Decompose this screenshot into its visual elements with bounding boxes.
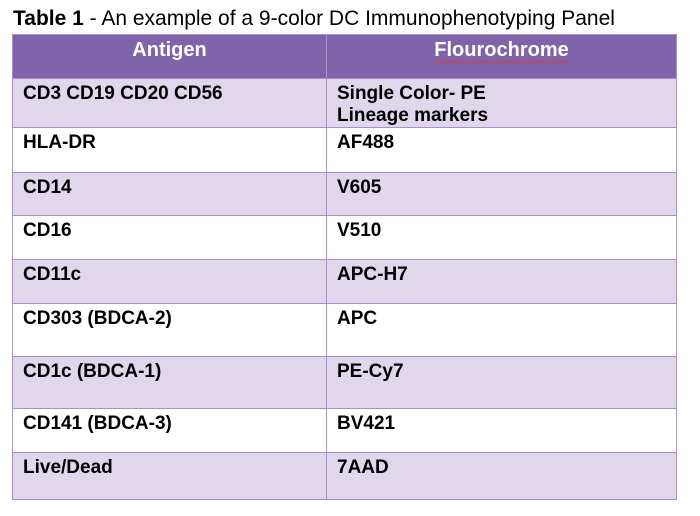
table-row: CD3 CD19 CD20 CD56 Single Color- PE Line… <box>12 78 677 128</box>
table-row: CD141 (BDCA-3) BV421 <box>12 408 677 453</box>
header-fluorochrome-label: Flourochrome <box>434 39 569 61</box>
antigen-text: HLA-DR <box>23 132 96 153</box>
table-row: CD1c (BDCA-1) PE-Cy7 <box>12 356 677 409</box>
fluorochrome-cell: APC-H7 <box>326 259 677 304</box>
table-row: CD16 V510 <box>12 215 677 260</box>
fluorochrome-cell: BV421 <box>326 408 677 453</box>
table-row: CD303 (BDCA-2) APC <box>12 303 677 357</box>
fluorochrome-text: AF488 <box>337 132 395 153</box>
header-fluorochrome: Flourochrome <box>326 34 677 79</box>
antigen-text: CD141 (BDCA-3) <box>23 413 172 434</box>
header-antigen: Antigen <box>12 34 327 79</box>
antigen-text: CD11c <box>23 264 82 285</box>
fluorochrome-cell: AF488 <box>326 127 677 173</box>
antigen-cell: HLA-DR <box>12 127 327 173</box>
fluorochrome-cell: Single Color- PE Lineage markers <box>326 78 677 128</box>
fluorochrome-cell: V605 <box>326 172 677 216</box>
table-row: HLA-DR AF488 <box>12 127 677 173</box>
fluorochrome-text: V510 <box>337 220 382 241</box>
antigen-cell: CD16 <box>12 215 327 260</box>
fluorochrome-cell: 7AAD <box>326 452 677 500</box>
fluorochrome-text: 7AAD <box>337 457 389 478</box>
immunophenotyping-panel-table: Antigen Flourochrome CD3 CD19 CD20 CD56 … <box>12 34 677 500</box>
fluorochrome-text: BV421 <box>337 413 396 434</box>
fluorochrome-cell: PE-Cy7 <box>326 356 677 409</box>
fluorochrome-text: APC-H7 <box>337 264 408 285</box>
antigen-text: CD3 CD19 CD20 CD56 <box>23 83 223 104</box>
fluorochrome-cell: APC <box>326 303 677 357</box>
fluorochrome-text: Single Color- PE Lineage markers <box>337 83 489 126</box>
fluorochrome-text: V605 <box>337 177 382 198</box>
table-caption-label: Table 1 <box>13 7 84 30</box>
antigen-cell: CD141 (BDCA-3) <box>12 408 327 453</box>
antigen-cell: Live/Dead <box>12 452 327 500</box>
antigen-text: CD1c (BDCA-1) <box>23 361 162 382</box>
table-row: CD14 V605 <box>12 172 677 216</box>
table-row: CD11c APC-H7 <box>12 259 677 304</box>
fluorochrome-cell: V510 <box>326 215 677 260</box>
antigen-text: CD14 <box>23 177 72 198</box>
table-row: Live/Dead 7AAD <box>12 452 677 500</box>
antigen-cell: CD14 <box>12 172 327 216</box>
table-caption: Table 1 - An example of a 9-color DC Imm… <box>13 6 615 32</box>
antigen-cell: CD1c (BDCA-1) <box>12 356 327 409</box>
antigen-cell: CD303 (BDCA-2) <box>12 303 327 357</box>
fluorochrome-text: PE-Cy7 <box>337 361 404 382</box>
antigen-cell: CD11c <box>12 259 327 304</box>
antigen-text: CD303 (BDCA-2) <box>23 308 172 329</box>
table-caption-text: - An example of a 9-color DC Immunopheno… <box>83 7 615 30</box>
antigen-text: CD16 <box>23 220 72 241</box>
table-header-row: Antigen Flourochrome <box>12 34 677 79</box>
antigen-text: Live/Dead <box>23 457 113 478</box>
antigen-cell: CD3 CD19 CD20 CD56 <box>12 78 327 128</box>
fluorochrome-text: APC <box>337 308 378 329</box>
